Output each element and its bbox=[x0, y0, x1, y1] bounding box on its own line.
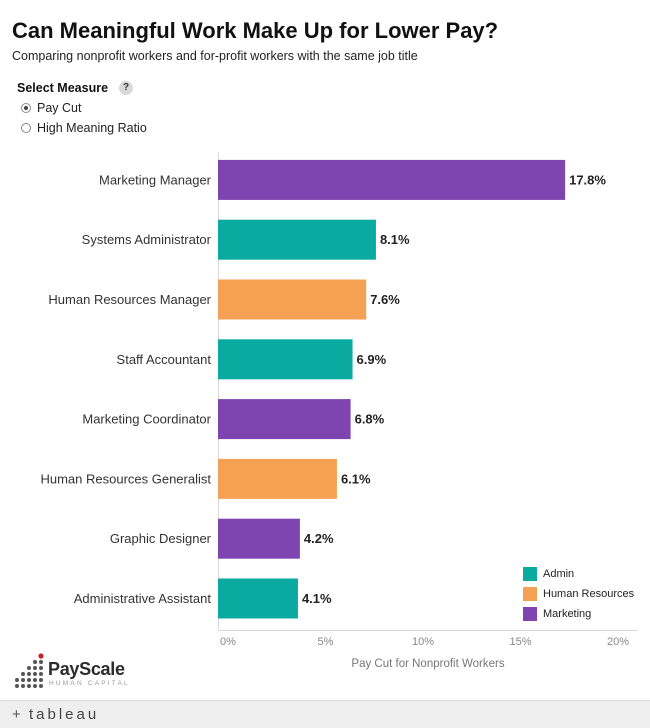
measure-heading: Select Measure bbox=[17, 81, 109, 95]
data-label: 7.6% bbox=[370, 292, 400, 307]
bar-chart: Marketing Manager 17.8% Systems Administra… bbox=[40, 152, 638, 670]
category-label: Administrative Assistant bbox=[74, 591, 212, 606]
radio-unselected-icon[interactable] bbox=[21, 123, 31, 133]
category-label: Staff Accountant bbox=[117, 352, 212, 367]
bar[interactable] bbox=[218, 219, 376, 260]
help-icon[interactable]: ? bbox=[119, 81, 133, 95]
legend-swatch-admin bbox=[523, 567, 537, 581]
x-tick-label: 10% bbox=[412, 636, 434, 648]
x-axis-title: Pay Cut for Nonprofit Workers bbox=[351, 658, 504, 670]
payscale-logo-subtext: HUMAN CAPITAL bbox=[49, 680, 130, 687]
legend-swatch-marketing bbox=[523, 607, 537, 621]
radio-selected-icon[interactable] bbox=[21, 103, 31, 113]
x-tick-label: 20% bbox=[607, 636, 629, 648]
legend-label-admin: Admin bbox=[543, 568, 575, 580]
bar[interactable] bbox=[218, 578, 298, 619]
legend-label-marketing: Marketing bbox=[543, 608, 592, 620]
chart-subtitle: Comparing nonprofit workers and for-prof… bbox=[12, 49, 418, 63]
category-label: Graphic Designer bbox=[110, 531, 212, 546]
category-label: Marketing Coordinator bbox=[82, 412, 211, 427]
footer-bar: + tableau bbox=[0, 700, 650, 728]
data-label: 8.1% bbox=[380, 232, 410, 247]
category-label: Human Resources Manager bbox=[48, 292, 211, 307]
legend-label-human-resources: Human Resources bbox=[543, 588, 635, 600]
payscale-logo-icon bbox=[15, 653, 44, 688]
data-label: 4.2% bbox=[304, 531, 334, 546]
bar[interactable] bbox=[218, 518, 300, 559]
chart-title: Can Meaningful Work Make Up for Lower Pa… bbox=[12, 18, 499, 43]
category-label: Systems Administrator bbox=[82, 232, 212, 247]
legend-item-human-resources[interactable]: Human Resources bbox=[523, 584, 634, 604]
x-tick-label: 15% bbox=[509, 636, 531, 648]
legend: Admin Human Resources Marketing bbox=[523, 564, 634, 624]
radio-label-pay-cut: Pay Cut bbox=[37, 101, 82, 115]
radio-pay-cut[interactable]: Pay Cut bbox=[21, 100, 81, 116]
data-label: 6.8% bbox=[355, 412, 385, 427]
category-label: Marketing Manager bbox=[99, 172, 212, 187]
data-label: 17.8% bbox=[569, 172, 606, 187]
legend-swatch-human-resources bbox=[523, 587, 537, 601]
data-label: 4.1% bbox=[302, 591, 332, 606]
bar[interactable] bbox=[218, 399, 351, 440]
radio-high-meaning-ratio[interactable]: High Meaning Ratio bbox=[21, 120, 147, 136]
x-tick-label: 5% bbox=[318, 636, 334, 648]
data-label: 6.1% bbox=[341, 471, 371, 486]
tableau-logo-icon[interactable]: + bbox=[12, 706, 21, 723]
bar[interactable] bbox=[218, 339, 353, 380]
data-label: 6.9% bbox=[357, 352, 387, 367]
bar[interactable] bbox=[218, 159, 566, 200]
bar[interactable] bbox=[218, 458, 337, 499]
x-tick-label: 0% bbox=[220, 636, 236, 648]
bar[interactable] bbox=[218, 279, 367, 320]
radio-label-high-meaning-ratio: High Meaning Ratio bbox=[37, 121, 147, 135]
legend-item-admin[interactable]: Admin bbox=[523, 564, 634, 584]
payscale-logo-text: PayScale bbox=[48, 659, 125, 679]
legend-item-marketing[interactable]: Marketing bbox=[523, 604, 634, 624]
tableau-logo-text[interactable]: tableau bbox=[29, 706, 100, 723]
category-label: Human Resources Generalist bbox=[40, 471, 211, 486]
